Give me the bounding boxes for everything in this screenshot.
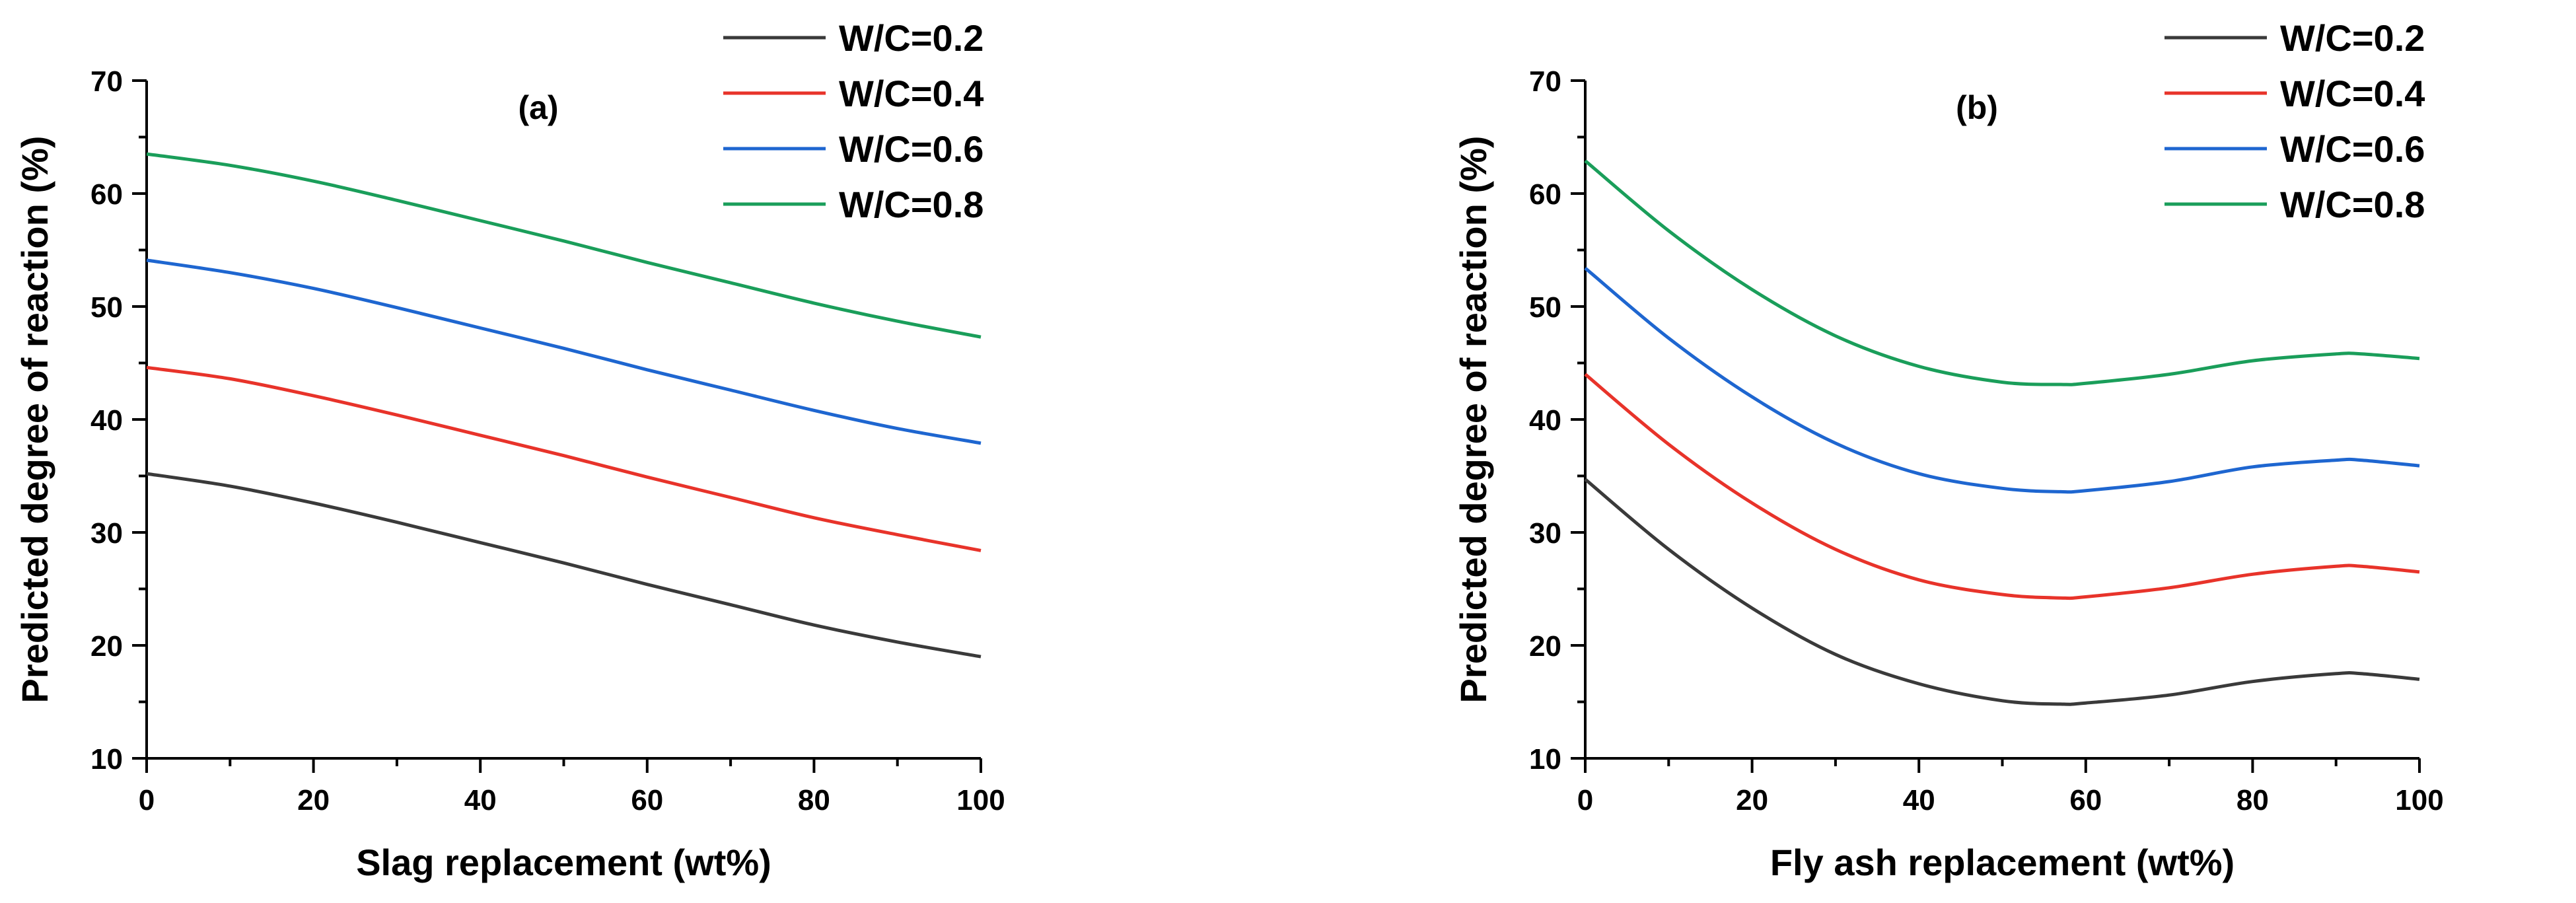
legend-label-3: W/C=0.6: [2280, 128, 2425, 170]
y-tick-label: 30: [1529, 517, 1561, 550]
legend-label-4: W/C=0.8: [839, 184, 984, 225]
x-tick-label: 100: [2395, 784, 2443, 816]
x-tick-label: 60: [631, 784, 663, 816]
legend-label-1: W/C=0.2: [2280, 17, 2425, 59]
series-line-4: [1584, 159, 2420, 386]
y-tick-label: 10: [90, 743, 123, 776]
x-tick-label: 60: [2069, 784, 2102, 816]
series-line-4: [146, 152, 982, 339]
chart-panel-a: 0 20 40 60 80 100 10 20 30 40 50 60 70 Slag replaceme…: [14, 17, 1005, 883]
y-tick-label: 60: [1529, 178, 1561, 211]
y-tick-label: 50: [90, 291, 123, 324]
y-tick-label: 50: [1529, 291, 1561, 324]
legend-label-4: W/C=0.8: [2280, 184, 2425, 225]
legend-label-3: W/C=0.6: [839, 128, 984, 170]
x-tick-label: 40: [464, 784, 497, 816]
x-tick-label: 100: [956, 784, 1005, 816]
y-tick-label: 40: [1529, 404, 1561, 437]
y-axis-title: Predicted degree of reaction (%): [14, 136, 55, 704]
y-tick-label: 30: [90, 517, 123, 550]
x-tick-label: 20: [297, 784, 330, 816]
panel-label: (b): [1956, 89, 1998, 126]
legend-label-1: W/C=0.2: [839, 17, 984, 59]
x-tick-label: 0: [1577, 784, 1593, 816]
x-tick-label: 80: [798, 784, 830, 816]
legend-label-2: W/C=0.4: [2280, 73, 2425, 114]
chart-panel-b: 0 20 40 60 80 100 10 20 30 40 50 60 70 Fly ash replac…: [1452, 17, 2444, 883]
x-axis-title: Slag replacement (wt%): [356, 842, 771, 883]
x-tick-label: 20: [1736, 784, 1768, 816]
y-tick-label: 60: [90, 178, 123, 211]
x-tick-label: 80: [2236, 784, 2269, 816]
legend-label-2: W/C=0.4: [839, 73, 984, 114]
series-line-2: [1584, 373, 2420, 600]
series-line-1: [1584, 478, 2420, 706]
y-axis-title: Predicted degree of reaction (%): [1452, 136, 1494, 704]
x-tick-label: 0: [139, 784, 155, 816]
series-line-1: [146, 472, 982, 659]
series-line-3: [1584, 266, 2420, 494]
series-line-2: [146, 365, 982, 552]
y-tick-label: 10: [1529, 743, 1561, 776]
y-tick-label: 20: [90, 630, 123, 663]
y-tick-label: 20: [1529, 630, 1561, 663]
x-tick-label: 40: [1903, 784, 1935, 816]
y-tick-label: 70: [1529, 65, 1561, 98]
panel-label: (a): [518, 89, 558, 126]
y-tick-label: 40: [90, 404, 123, 437]
x-axis-title: Fly ash replacement (wt%): [1770, 842, 2235, 883]
series-line-3: [146, 258, 982, 445]
y-tick-label: 70: [90, 65, 123, 98]
